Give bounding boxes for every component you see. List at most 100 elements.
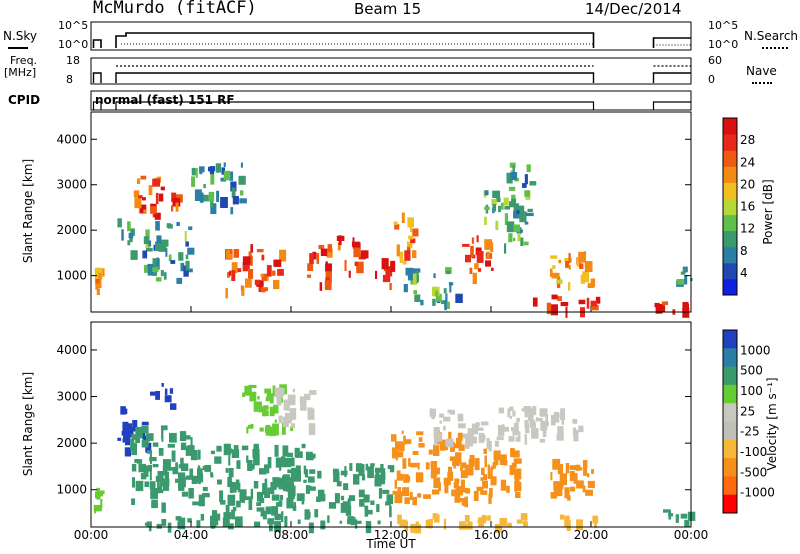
heatmap-cell	[286, 477, 294, 486]
heatmap-cell	[203, 194, 209, 202]
heatmap-cell	[370, 500, 375, 505]
heatmap-cell	[592, 304, 599, 311]
heatmap-cell	[492, 204, 497, 212]
velocity-colorbar-swatch	[723, 421, 737, 441]
velocity-colorbar-frame	[722, 329, 738, 514]
heatmap-cell	[354, 261, 358, 266]
heatmap-cell	[416, 431, 424, 436]
heatmap-cell	[164, 395, 172, 403]
heatmap-cell	[267, 457, 272, 469]
heatmap-cell	[152, 464, 159, 468]
heatmap-cell	[480, 477, 484, 481]
heatmap-cell	[250, 488, 254, 500]
heatmap-cell	[272, 270, 276, 276]
heatmap-cell	[96, 288, 100, 296]
power-colorbar-swatch	[723, 134, 737, 151]
heatmap-cell	[100, 499, 103, 509]
heatmap-cell	[152, 267, 159, 272]
heatmap-cell	[401, 430, 404, 434]
heatmap-cell	[461, 523, 468, 530]
heatmap-cell	[493, 450, 501, 461]
heatmap-cell	[198, 494, 205, 507]
x-tick-label: 00:00	[74, 528, 109, 542]
heatmap-cell	[449, 282, 452, 293]
heatmap-cell	[275, 457, 282, 468]
freq-label-2: [MHz]	[4, 66, 37, 79]
heatmap-cell	[167, 522, 172, 533]
heatmap-cell	[476, 486, 484, 492]
heatmap-cell	[317, 470, 322, 479]
heatmap-cell	[228, 455, 231, 466]
heatmap-cell	[176, 277, 183, 284]
station-title: McMurdo (fitACF)	[93, 0, 257, 18]
heatmap-cell	[150, 206, 157, 214]
heatmap-cell	[682, 302, 689, 313]
power-colorbar-swatch	[723, 118, 737, 135]
heatmap-cell	[431, 489, 440, 495]
heatmap-cell	[439, 413, 444, 418]
heatmap-cell	[272, 385, 276, 396]
heatmap-cell	[444, 481, 449, 494]
heatmap-cell	[482, 515, 488, 521]
heatmap-cell	[507, 408, 511, 418]
heatmap-cell	[314, 509, 319, 518]
heatmap-cell	[382, 489, 390, 494]
heatmap-cell	[484, 190, 489, 196]
heatmap-cell	[480, 490, 488, 495]
heatmap-cell	[123, 431, 129, 442]
nsearch-label: N.Search	[744, 29, 799, 43]
heatmap-cell	[160, 425, 168, 431]
velocity-colorbar-tick: -1000	[740, 486, 775, 500]
heatmap-cell	[262, 510, 267, 520]
heatmap-cell	[552, 458, 561, 470]
heatmap-cell	[451, 489, 458, 497]
heatmap-cell	[453, 482, 459, 489]
heatmap-cell	[156, 235, 162, 244]
heatmap-cell	[309, 469, 316, 474]
heatmap-cell	[126, 428, 131, 439]
heatmap-cell	[93, 504, 101, 511]
heatmap-cell	[225, 445, 231, 451]
heatmap-cell	[210, 471, 213, 477]
heatmap-cell	[444, 300, 447, 311]
heatmap-cell	[221, 167, 225, 175]
velocity-colorbar-swatch	[723, 458, 737, 477]
heatmap-cell	[473, 491, 479, 501]
heatmap-cell	[148, 185, 153, 196]
heatmap-cell	[184, 231, 187, 242]
heatmap-cell	[410, 462, 418, 468]
heatmap-cell	[244, 385, 252, 396]
heatmap-cell	[448, 431, 452, 440]
heatmap-cell	[550, 492, 558, 499]
heatmap-cell	[464, 496, 468, 508]
heatmap-cell	[519, 211, 527, 223]
heatmap-cell	[575, 464, 581, 471]
freq-label-1: Freq.	[10, 54, 38, 67]
heatmap-cell	[560, 408, 565, 421]
nave-tick-bottom: 0	[708, 73, 715, 86]
heatmap-cell	[210, 197, 214, 209]
heatmap-cell	[320, 248, 328, 256]
heatmap-cell	[396, 451, 404, 458]
heatmap-cell	[374, 474, 382, 487]
heatmap-cell	[136, 459, 143, 464]
heatmap-cell	[143, 209, 147, 213]
heatmap-cell	[503, 460, 508, 466]
heatmap-cell	[439, 420, 443, 424]
heatmap-cell	[190, 450, 198, 461]
heatmap-cell	[412, 496, 417, 506]
heatmap-cell	[676, 279, 685, 285]
heatmap-cell	[587, 283, 594, 288]
heatmap-cell	[476, 427, 484, 431]
heatmap-cell	[264, 478, 268, 485]
heatmap-cell	[444, 301, 450, 309]
heatmap-cell	[237, 482, 241, 493]
heatmap-cell	[513, 224, 520, 232]
heatmap-cell	[550, 255, 558, 259]
heatmap-cell	[286, 452, 293, 458]
heatmap-cell	[427, 521, 433, 529]
heatmap-cell	[430, 466, 437, 479]
heatmap-cell	[535, 417, 543, 422]
heatmap-cell	[454, 478, 460, 484]
heatmap-cell	[504, 213, 508, 225]
